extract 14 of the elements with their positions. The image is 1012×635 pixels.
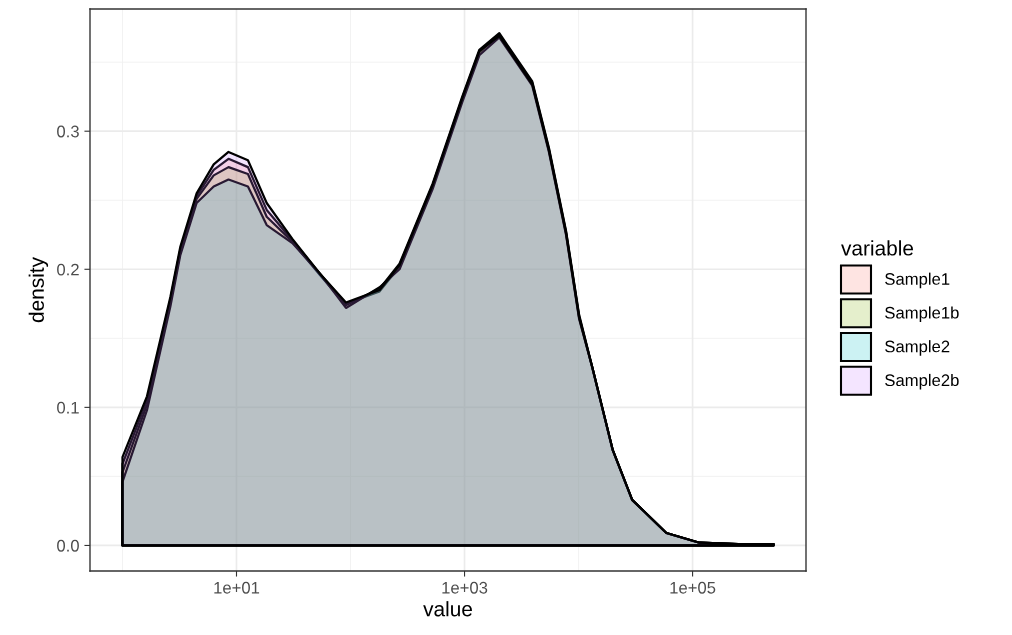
legend-label: Sample2b [885, 373, 959, 390]
x-tick-label: 1e+01 [214, 581, 260, 594]
y-tick-label: 0.2 [57, 263, 79, 276]
x-tick-label: 1e+05 [670, 581, 716, 594]
x-axis-title: value [423, 601, 472, 617]
legend-label: Sample2 [885, 340, 950, 356]
y-axis-title: density [28, 257, 49, 323]
y-tick-label: 0.1 [57, 401, 79, 414]
legend-label: Sample1 [885, 272, 950, 289]
y-tick-label: 0.3 [57, 125, 79, 138]
y-tick-label: 0.0 [57, 539, 79, 552]
x-tick-label: 1e+03 [442, 581, 488, 594]
legend-label: Sample1b [885, 306, 959, 322]
legend-title: variable [841, 240, 914, 256]
